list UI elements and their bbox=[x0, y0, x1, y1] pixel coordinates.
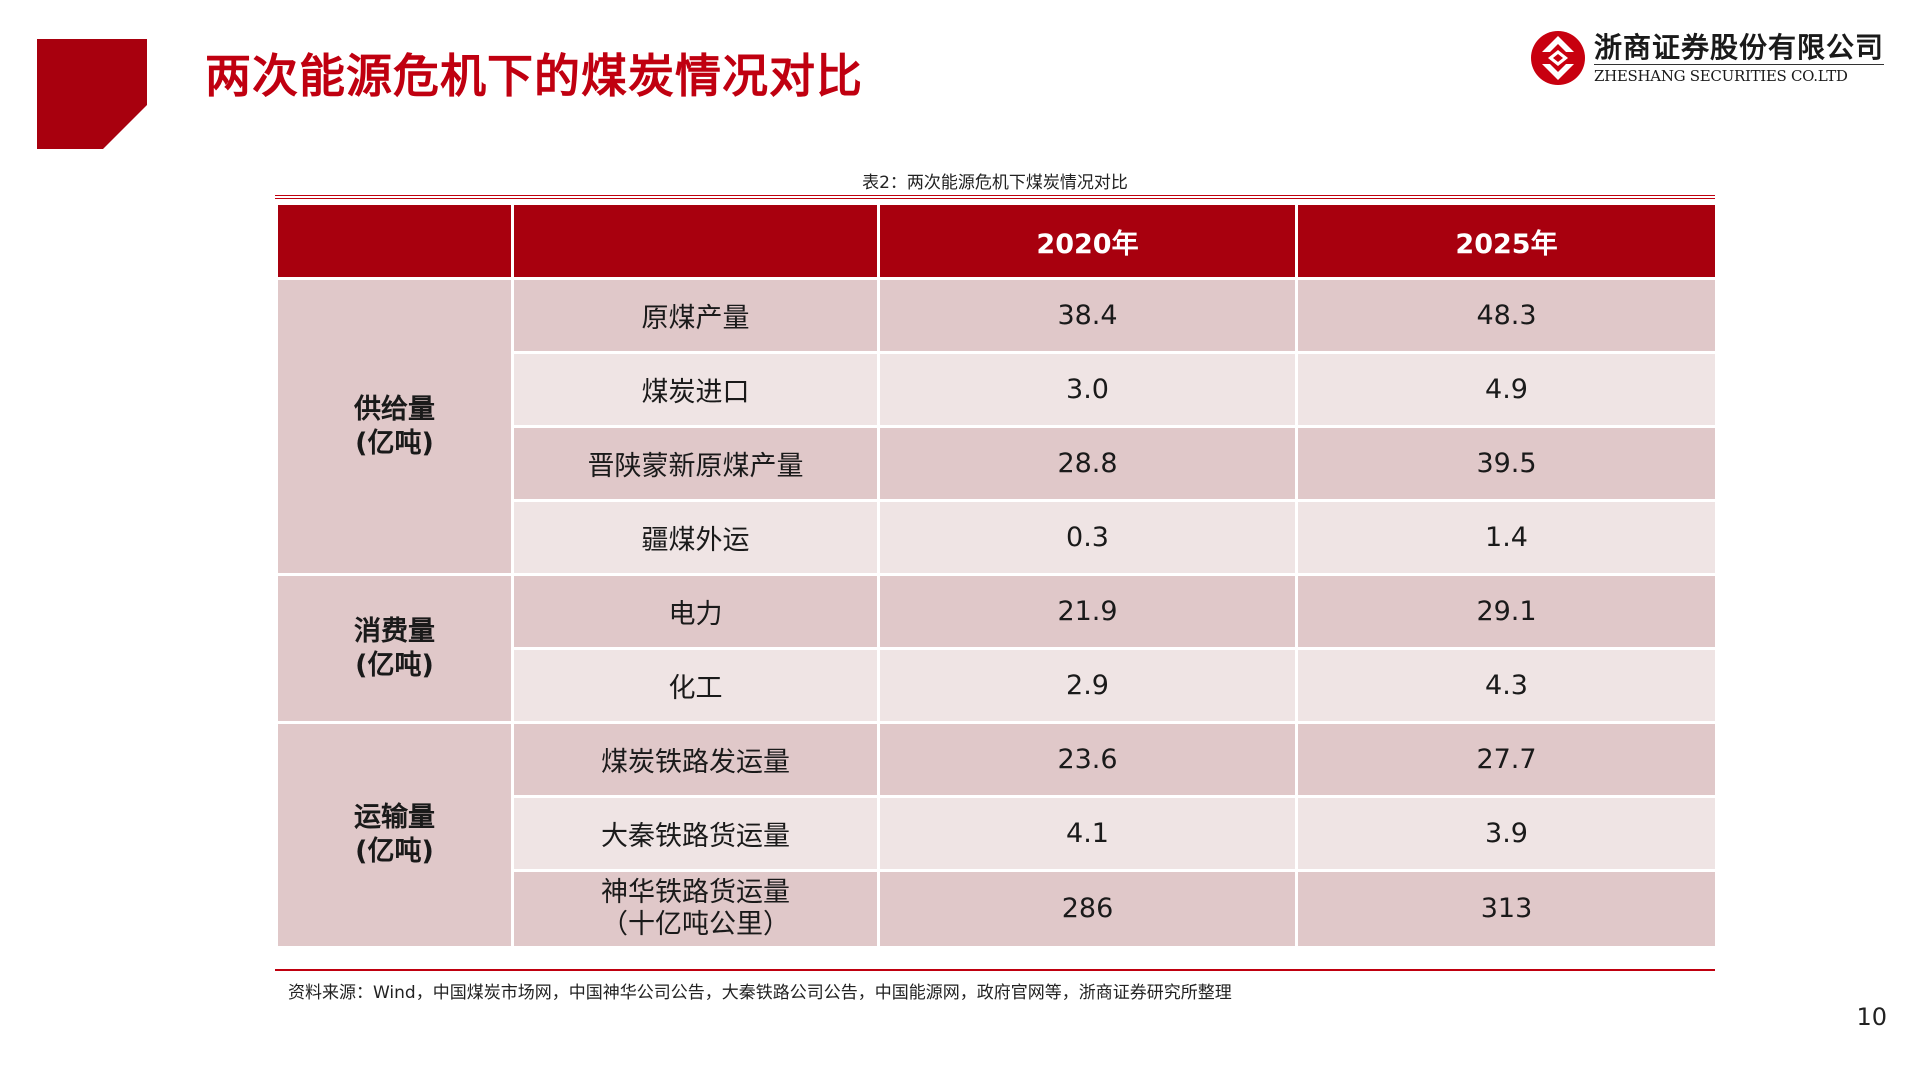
caption-divider bbox=[275, 195, 1715, 199]
slide-corner-decoration bbox=[37, 39, 147, 149]
row-value-2020: 0.3 bbox=[877, 499, 1298, 576]
table-caption: 表2：两次能源危机下煤炭情况对比 bbox=[862, 173, 1128, 193]
page-number: 10 bbox=[1856, 1003, 1887, 1031]
table-bottom-divider bbox=[275, 969, 1715, 971]
table-row: 化工 2.9 4.3 bbox=[277, 647, 1718, 724]
table-row: 运输量 (亿吨) 煤炭铁路发运量 23.6 27.7 bbox=[275, 721, 1718, 949]
header-cell-item bbox=[511, 202, 880, 280]
group-label-line: 消费量 bbox=[354, 615, 435, 647]
source-note: 资料来源：Wind，中国煤炭市场网，中国神华公司公告，大秦铁路公司公告，中国能源… bbox=[288, 983, 1232, 1003]
group-label-unit: (亿吨) bbox=[355, 836, 434, 867]
row-item-label: 电力 bbox=[511, 573, 880, 650]
row-value-2020: 286 bbox=[877, 869, 1298, 949]
table-header-row: 2020年 2025年 bbox=[275, 202, 1718, 280]
row-value-2020: 38.4 bbox=[877, 277, 1298, 354]
row-item-label: 疆煤外运 bbox=[511, 499, 880, 576]
group-label-unit: (亿吨) bbox=[355, 649, 434, 681]
table-row: 供给量 (亿吨) 原煤产量 38.4 48.3 bbox=[275, 277, 1718, 576]
row-item-label: 晋陕蒙新原煤产量 bbox=[511, 425, 880, 502]
row-item-label: 大秦铁路货运量 bbox=[511, 795, 880, 872]
row-item-label: 煤炭铁路发运量 bbox=[511, 721, 880, 798]
row-item-label-line: 神华铁路货运量 bbox=[601, 877, 790, 908]
row-item-label: 化工 bbox=[511, 647, 880, 724]
group-label-line: 供给量 bbox=[354, 393, 435, 425]
row-value-2025: 4.9 bbox=[1295, 351, 1718, 428]
brand-name-en: ZHESHANG SECURITIES CO.LTD bbox=[1593, 63, 1884, 85]
row-value-2025: 3.9 bbox=[1295, 795, 1718, 872]
group-label-unit: (亿吨) bbox=[355, 427, 434, 459]
row-value-2020: 2.9 bbox=[877, 647, 1298, 724]
row-value-2025: 39.5 bbox=[1295, 425, 1718, 502]
brand-text: 浙商证券股份有限公司 ZHESHANG SECURITIES CO.LTD bbox=[1593, 30, 1884, 85]
row-value-2025: 48.3 bbox=[1295, 277, 1718, 354]
brand-name-cn: 浙商证券股份有限公司 bbox=[1593, 30, 1884, 64]
row-item-label: 煤炭进口 bbox=[511, 351, 880, 428]
table-row: 煤炭进口 3.0 4.9 bbox=[277, 351, 1718, 428]
row-value-2020: 4.1 bbox=[877, 795, 1298, 872]
table-row: 消费量 (亿吨) 电力 21.9 29.1 bbox=[275, 573, 1718, 724]
coal-comparison-table: 2020年 2025年 供给量 (亿吨) 原煤产量 38.4 48.3 煤炭进口… bbox=[275, 202, 1718, 949]
brand-logo: 浙商证券股份有限公司 ZHESHANG SECURITIES CO.LTD bbox=[1530, 30, 1884, 86]
slide-title: 两次能源危机下的煤炭情况对比 bbox=[205, 49, 863, 103]
row-item-label: 神华铁路货运量 （十亿吨公里） bbox=[511, 869, 880, 949]
row-value-2025: 1.4 bbox=[1295, 499, 1718, 576]
header-cell-2020: 2020年 bbox=[877, 202, 1298, 280]
row-value-2020: 3.0 bbox=[877, 351, 1298, 428]
group-label-supply: 供给量 (亿吨) bbox=[275, 277, 514, 576]
row-value-2020: 23.6 bbox=[877, 721, 1298, 798]
row-value-2025: 4.3 bbox=[1295, 647, 1718, 724]
row-value-2020: 28.8 bbox=[877, 425, 1298, 502]
table-row: 疆煤外运 0.3 1.4 bbox=[277, 499, 1718, 576]
table-row: 大秦铁路货运量 4.1 3.9 bbox=[277, 795, 1718, 872]
group-label-transport: 运输量 (亿吨) bbox=[275, 721, 514, 949]
group-label-line: 运输量 bbox=[354, 802, 435, 833]
row-value-2025: 27.7 bbox=[1295, 721, 1718, 798]
zheshang-logo-icon bbox=[1530, 31, 1585, 85]
table-row: 晋陕蒙新原煤产量 28.8 39.5 bbox=[277, 425, 1718, 502]
header-cell-group bbox=[275, 202, 514, 280]
table-row: 神华铁路货运量 （十亿吨公里） 286 313 bbox=[277, 869, 1718, 949]
row-item-label: 原煤产量 bbox=[511, 277, 880, 354]
row-item-label-unit: （十亿吨公里） bbox=[601, 909, 790, 940]
row-value-2025: 29.1 bbox=[1295, 573, 1718, 650]
row-value-2025: 313 bbox=[1295, 869, 1718, 949]
header-cell-2025: 2025年 bbox=[1295, 202, 1718, 280]
row-value-2020: 21.9 bbox=[877, 573, 1298, 650]
group-label-consumption: 消费量 (亿吨) bbox=[275, 573, 514, 724]
